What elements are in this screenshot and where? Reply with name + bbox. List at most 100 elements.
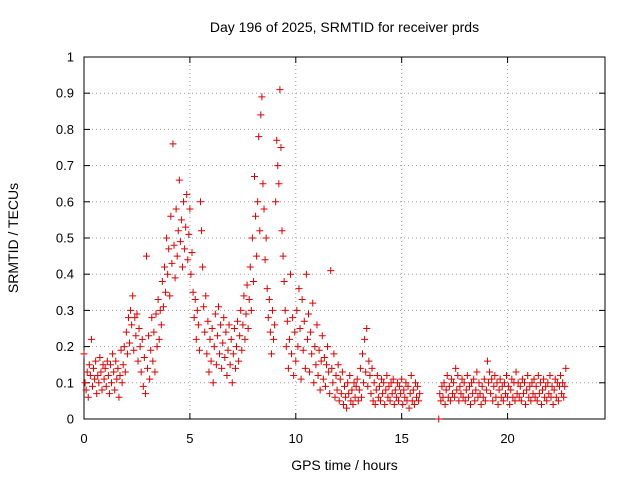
data-point xyxy=(159,303,167,311)
data-point xyxy=(96,353,104,361)
data-point xyxy=(329,379,337,387)
data-point xyxy=(134,357,142,365)
x-tick-label: 15 xyxy=(394,431,408,446)
data-point xyxy=(477,401,485,409)
data-point xyxy=(314,372,322,380)
data-point xyxy=(525,393,533,401)
data-point xyxy=(259,180,267,188)
data-point xyxy=(124,314,132,322)
data-point xyxy=(156,306,164,314)
data-point xyxy=(521,379,529,387)
data-point xyxy=(470,375,478,383)
data-point xyxy=(193,306,201,314)
y-tick-label: 0.5 xyxy=(56,231,74,246)
data-point xyxy=(552,393,560,401)
data-point xyxy=(327,267,335,275)
y-tick-label: 0 xyxy=(67,412,74,427)
data-point xyxy=(342,393,350,401)
data-point xyxy=(265,296,273,304)
data-point xyxy=(214,303,222,311)
data-point xyxy=(281,306,289,314)
data-point xyxy=(213,332,221,340)
data-point xyxy=(386,397,394,405)
data-point xyxy=(94,372,102,380)
data-point xyxy=(324,343,332,351)
x-tick-label: 5 xyxy=(186,431,193,446)
data-point xyxy=(377,397,385,405)
data-point xyxy=(122,328,130,336)
data-point xyxy=(407,372,415,380)
data-point xyxy=(486,368,494,376)
data-point xyxy=(385,382,393,390)
data-point xyxy=(362,368,370,376)
data-point xyxy=(384,393,392,401)
data-point xyxy=(456,382,464,390)
data-point xyxy=(108,379,116,387)
data-point xyxy=(381,401,389,409)
data-point xyxy=(127,306,135,314)
data-point xyxy=(416,390,424,398)
data-point xyxy=(152,310,160,318)
data-point xyxy=(378,375,386,383)
data-point xyxy=(102,382,110,390)
data-point xyxy=(261,256,269,264)
data-point xyxy=(350,379,358,387)
data-point xyxy=(461,397,469,405)
data-point xyxy=(207,357,215,365)
data-point xyxy=(495,386,503,394)
data-point xyxy=(222,328,230,336)
data-point xyxy=(390,401,398,409)
data-point xyxy=(467,401,475,409)
data-point xyxy=(292,357,300,365)
data-point xyxy=(367,390,375,398)
data-point xyxy=(203,350,211,358)
data-point xyxy=(85,361,93,369)
data-point xyxy=(131,314,139,322)
data-point xyxy=(128,321,136,329)
data-point xyxy=(206,335,214,343)
data-point xyxy=(220,314,228,322)
data-point xyxy=(303,335,311,343)
data-point xyxy=(353,375,361,383)
data-point xyxy=(326,390,334,398)
data-point xyxy=(522,401,530,409)
data-point xyxy=(86,372,94,380)
data-point xyxy=(395,397,403,405)
data-point xyxy=(472,386,480,394)
data-point xyxy=(473,368,481,376)
data-point xyxy=(162,288,170,296)
data-point xyxy=(356,364,364,372)
data-point xyxy=(478,382,486,390)
data-point xyxy=(332,372,340,380)
data-point xyxy=(286,270,294,278)
data-point xyxy=(561,382,569,390)
data-point xyxy=(271,321,279,329)
data-point xyxy=(289,314,297,322)
data-point xyxy=(519,390,527,398)
data-point xyxy=(437,397,445,405)
y-tick-label: 1 xyxy=(67,50,74,65)
data-point xyxy=(471,397,479,405)
data-point xyxy=(199,263,207,271)
data-point xyxy=(463,372,471,380)
data-point xyxy=(489,397,497,405)
data-point xyxy=(248,234,256,242)
data-point xyxy=(500,379,508,387)
data-point xyxy=(455,397,463,405)
data-point xyxy=(373,372,381,380)
data-point xyxy=(321,382,329,390)
data-point xyxy=(154,296,162,304)
data-point xyxy=(111,386,119,394)
data-points xyxy=(80,86,570,423)
data-point xyxy=(337,390,345,398)
data-point xyxy=(363,325,371,332)
data-point xyxy=(176,238,184,246)
data-point xyxy=(315,346,323,354)
data-point xyxy=(397,390,405,398)
data-point xyxy=(442,386,450,394)
data-point xyxy=(344,379,352,387)
x-tick-label: 10 xyxy=(289,431,303,446)
data-point xyxy=(531,393,539,401)
data-point xyxy=(278,227,286,235)
data-point xyxy=(160,263,168,271)
